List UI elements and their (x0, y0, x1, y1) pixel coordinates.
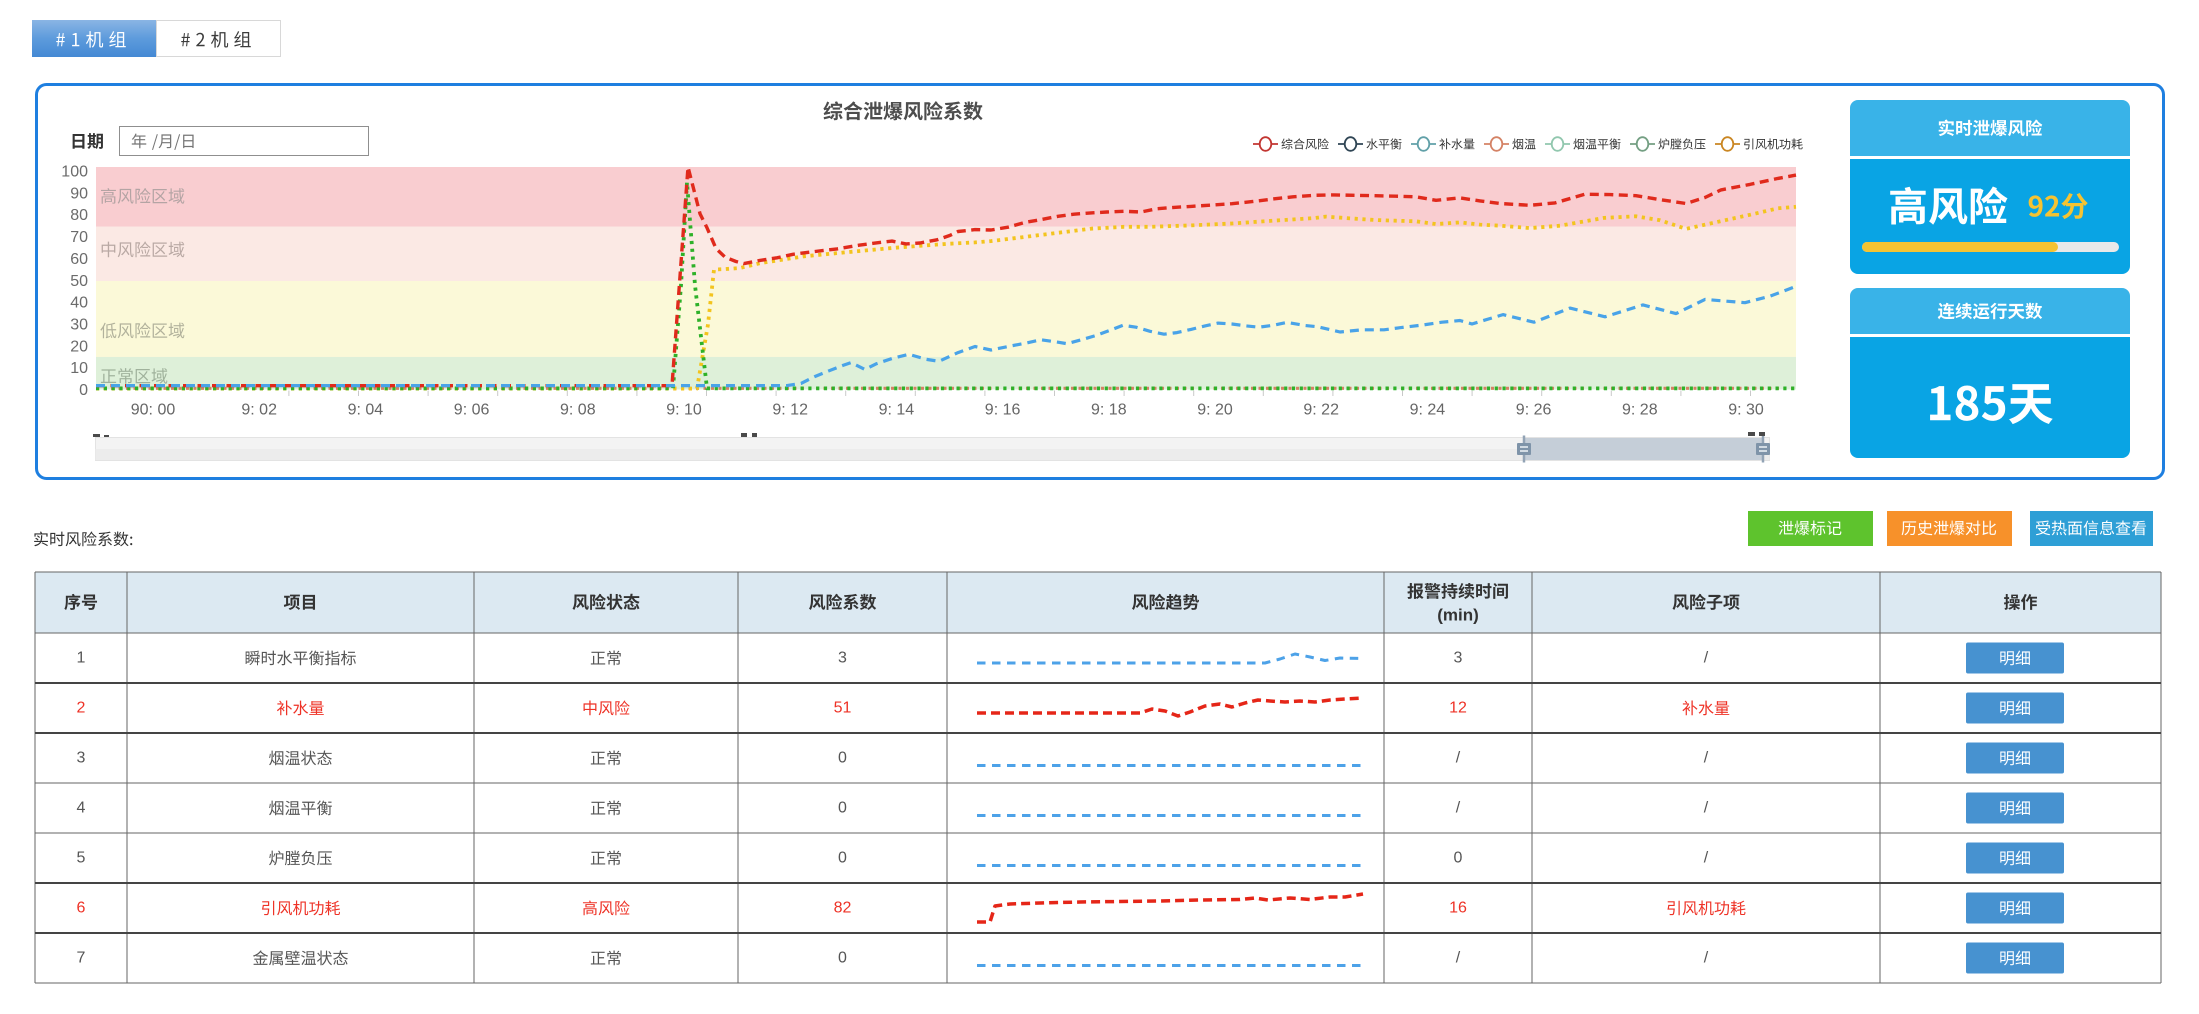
svg-text:4: 4 (77, 800, 86, 817)
svg-text:9: 20: 9: 20 (1197, 402, 1233, 419)
svg-text:30: 30 (70, 316, 88, 333)
svg-text:0: 0 (838, 950, 847, 967)
svg-text:3: 3 (838, 650, 847, 667)
svg-text:9: 22: 9: 22 (1303, 402, 1339, 419)
svg-text:9: 04: 9: 04 (348, 402, 384, 419)
svg-text:100: 100 (61, 164, 88, 181)
svg-text:1: 1 (77, 650, 86, 667)
svg-text:50: 50 (70, 273, 88, 290)
svg-text:9: 28: 9: 28 (1622, 402, 1658, 419)
svg-text:10: 10 (70, 360, 88, 377)
svg-text:9: 08: 9: 08 (560, 402, 596, 419)
svg-text:80: 80 (70, 207, 88, 224)
svg-text:/: / (1456, 950, 1461, 967)
svg-text:0: 0 (838, 750, 847, 767)
svg-text:51: 51 (834, 700, 852, 717)
svg-text:/: / (1456, 750, 1461, 767)
svg-text:/: / (1704, 800, 1709, 817)
svg-text:20: 20 (70, 338, 88, 355)
svg-text:/: / (1456, 800, 1461, 817)
svg-text:82: 82 (834, 900, 852, 917)
svg-text:9: 12: 9: 12 (772, 402, 808, 419)
svg-text:90: 00: 90: 00 (131, 402, 176, 419)
svg-text:9: 02: 9: 02 (241, 402, 277, 419)
svg-text:60: 60 (70, 251, 88, 268)
svg-text:9: 06: 9: 06 (454, 402, 490, 419)
svg-text:16: 16 (1449, 900, 1467, 917)
svg-text:/: / (1704, 750, 1709, 767)
svg-text:12: 12 (1449, 700, 1467, 717)
svg-text:9: 16: 9: 16 (985, 402, 1021, 419)
svg-text:9: 30: 9: 30 (1728, 402, 1764, 419)
svg-text:9: 14: 9: 14 (879, 402, 915, 419)
svg-text:0: 0 (838, 850, 847, 867)
svg-text:7: 7 (77, 950, 86, 967)
svg-text:3: 3 (1454, 650, 1463, 667)
svg-text:/: / (1704, 950, 1709, 967)
svg-text:/: / (1704, 650, 1709, 667)
svg-text:90: 90 (70, 185, 88, 202)
svg-text:40: 40 (70, 295, 88, 312)
svg-text:9: 26: 9: 26 (1516, 402, 1552, 419)
svg-text:9: 18: 9: 18 (1091, 402, 1127, 419)
svg-text:/: / (1704, 850, 1709, 867)
svg-text:0: 0 (1454, 850, 1463, 867)
svg-text:9: 10: 9: 10 (666, 402, 702, 419)
svg-text:0: 0 (838, 800, 847, 817)
svg-text:5: 5 (77, 850, 86, 867)
svg-text:70: 70 (70, 229, 88, 246)
svg-text:9: 24: 9: 24 (1410, 402, 1446, 419)
svg-text:6: 6 (77, 900, 86, 917)
svg-text:0: 0 (79, 382, 88, 399)
svg-text:(min): (min) (1437, 606, 1479, 625)
svg-text:3: 3 (77, 750, 86, 767)
svg-text:2: 2 (77, 700, 86, 717)
